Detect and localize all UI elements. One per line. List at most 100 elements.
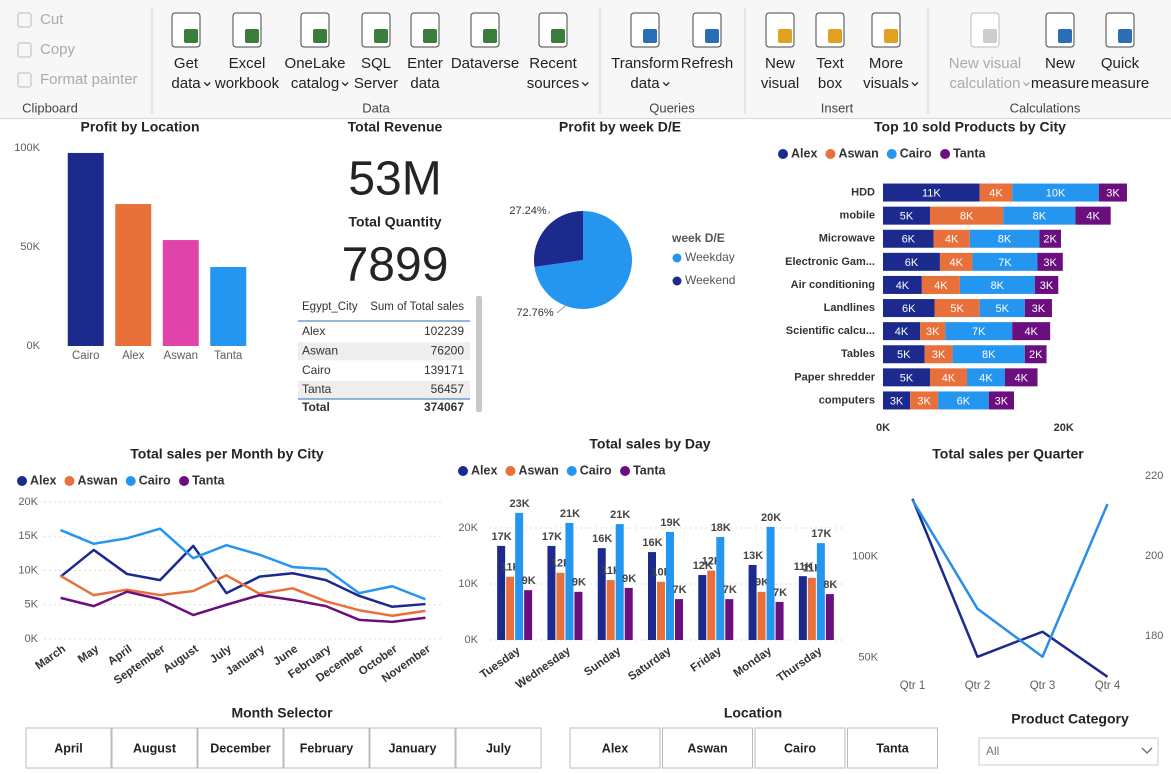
y-tick-label: Microwave [819,233,875,245]
bar [675,599,683,640]
data-label: 7K [972,326,986,338]
ribbon-button[interactable]: Copy [40,41,76,58]
y-tick-label: Scientific calcu... [786,325,875,337]
slicer-button-box [197,727,284,769]
data-label: 4K [934,280,948,292]
bar-segment [883,391,911,410]
slicer-button[interactable]: July [455,727,542,769]
bar [606,580,615,640]
bar [798,576,807,640]
data-label: 18K [711,522,731,534]
data-label: 3K [995,395,1009,407]
ribbon-button[interactable]: Enter data [407,12,443,92]
slicer-button[interactable]: Alex [569,727,661,769]
y-tick-label: mobile [840,210,875,222]
y-tick-label: Tables [841,348,875,360]
ribbon-button[interactable]: Excel workbook [214,12,280,92]
data-label: 8K [991,280,1005,292]
slicer-button-box [847,727,938,769]
ribbon-icon-accent [245,29,259,43]
slicer-button[interactable]: Cairo [754,727,846,769]
data-label: 4K [945,234,959,246]
slicer-button-label: July [486,741,511,755]
dropdown-chevron [203,82,211,87]
slicer-button[interactable]: April [25,727,112,769]
data-label: 17K [492,531,512,543]
ribbon-button[interactable]: OneLake catalog [285,12,349,92]
ribbon-button-label: Text [816,55,844,72]
bar-segment [1012,322,1051,341]
legend-marker [672,276,682,286]
bar [757,591,766,640]
data-label: 21K [610,509,630,521]
legend-marker [620,466,631,476]
y-tick-label: 20K [458,522,478,534]
legend-title: week D/E [671,231,725,245]
slicer-button[interactable]: Tanta [847,727,938,769]
ribbon-icon [17,12,32,28]
ribbon-button[interactable]: Refresh [681,12,734,72]
table-cell: Alex [302,324,325,338]
ribbon-button[interactable]: Dataverse [451,12,519,72]
bar-segment [924,345,953,364]
ribbon-button[interactable]: New measure [1031,12,1089,92]
x-tick-label: 0K [876,422,890,434]
y-tick-label: 15K [18,530,38,542]
ribbon-icon-accent [483,29,497,43]
ribbon-button[interactable]: Format painter [40,71,138,88]
bar-segment [1034,275,1059,294]
data-label: 3K [1043,257,1057,269]
ribbon-button-label: Recent [529,55,577,72]
x-tick-label: Aswan [163,350,198,362]
bar-segment [1024,299,1052,318]
slicer-button[interactable]: December [197,727,284,769]
bar-segment [929,368,968,387]
data-label: 17K [811,528,831,540]
ribbon-button[interactable]: New visual [761,12,799,92]
legend-label: Aswan [838,146,878,160]
slicer-button[interactable]: August [111,727,198,769]
y-tick-label: 0K [465,634,479,646]
slicer-title: Month Selector [231,705,333,721]
ribbon-icon [17,72,32,88]
data-label: 5K [996,303,1010,315]
y-tick-label: 50K [858,652,878,664]
slicer-button-label: Aswan [687,741,727,755]
slicer-button[interactable]: January [369,727,456,769]
table-header: Egypt_City [302,301,358,313]
ribbon-button[interactable]: SQL Server [354,12,398,92]
bar-segment [934,299,980,318]
pie-slice [534,210,632,309]
bar [748,564,757,640]
ribbon-button[interactable]: Cut [40,11,64,28]
ribbon-button[interactable]: More visuals [863,12,919,92]
dropdown-chevron [341,82,349,87]
legend-label: Weekday [685,250,735,264]
ribbon-button[interactable]: Transform data [611,12,679,92]
data-label: 16K [592,533,612,545]
slicer-dropdown[interactable]: All [978,737,1159,766]
ribbon-button-label: New visual [949,55,1022,72]
slicer-button[interactable]: Aswan [662,727,753,769]
table-header: Sum of Total sales [370,301,464,313]
legend-label: Alex [791,146,817,160]
ribbon-button[interactable]: Quick measure [1091,12,1149,92]
ribbon-icon-accent [828,29,842,43]
slicer-button[interactable]: February [283,727,370,769]
data-label: 13K [743,550,763,562]
ribbon-button[interactable]: Recent sources [527,12,589,92]
data-label: 3K [917,395,931,407]
data-label: 7K [672,584,686,596]
data-label: 6K [905,257,919,269]
y-tick-label: Electronic Gam... [785,256,875,268]
kpi-label: Total Revenue [348,119,443,135]
ribbon-button[interactable]: New visual calculation [949,12,1030,92]
ribbon-button-label: OneLake [285,55,346,72]
dropdown-chevron [581,82,589,87]
ribbon-button[interactable]: Get data [171,12,211,92]
line-series [60,527,426,601]
bar-segment [959,275,1035,294]
bar-segment [883,229,934,248]
ribbon-button[interactable]: Text box [815,12,845,92]
ribbon-group-label: Data [362,100,390,115]
